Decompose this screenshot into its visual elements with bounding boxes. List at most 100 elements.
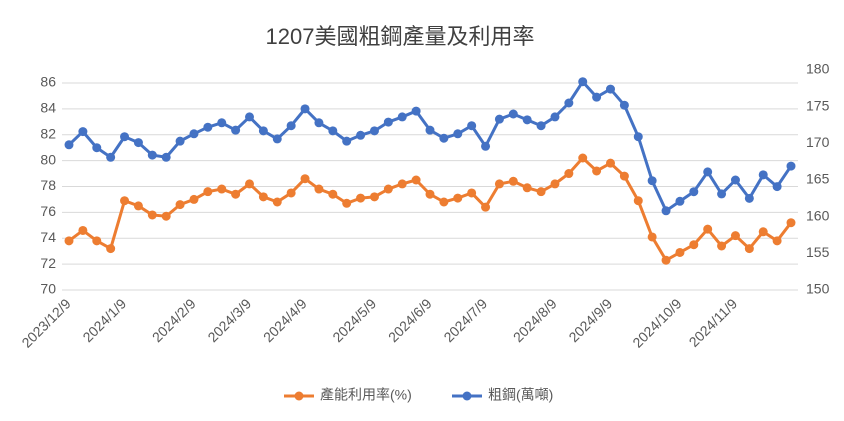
- point: [647, 232, 657, 242]
- point: [314, 118, 324, 128]
- point: [606, 84, 615, 94]
- point: [356, 130, 366, 140]
- y-tick-label: 70: [40, 281, 56, 297]
- point: [633, 132, 643, 142]
- y-tick-label: 74: [40, 229, 56, 245]
- point: [717, 241, 727, 251]
- point: [120, 132, 130, 142]
- point: [64, 236, 74, 246]
- point: [661, 255, 671, 265]
- point: [300, 174, 310, 184]
- point: [203, 122, 213, 132]
- point: [647, 176, 657, 186]
- x-tick-label: 2023/12/9: [18, 295, 74, 351]
- point: [578, 77, 588, 87]
- point: [120, 196, 130, 206]
- point: [92, 143, 102, 153]
- x-tick-label: 2024/1/9: [79, 295, 129, 345]
- point: [78, 225, 88, 235]
- point: [328, 189, 338, 199]
- y2-tick-label: 165: [806, 171, 830, 187]
- point: [744, 244, 754, 254]
- point: [342, 136, 352, 146]
- y-tick-label: 86: [40, 74, 56, 90]
- point: [578, 153, 588, 163]
- y2-tick-label: 180: [806, 61, 830, 77]
- chart-title: 1207美國粗鋼產量及利用率: [266, 24, 535, 49]
- point: [592, 92, 602, 102]
- point: [744, 193, 754, 203]
- point: [564, 169, 574, 179]
- point: [564, 98, 574, 108]
- point: [411, 175, 421, 185]
- y-tick-label: 72: [40, 255, 56, 271]
- point: [383, 184, 393, 194]
- point: [439, 197, 449, 207]
- point: [258, 126, 268, 136]
- y-tick-label: 80: [40, 151, 56, 167]
- point: [522, 183, 532, 193]
- x-tick-label: 2024/11/9: [686, 295, 741, 350]
- point: [342, 198, 352, 208]
- point: [300, 104, 310, 114]
- point: [606, 158, 615, 168]
- y-tick-label: 76: [40, 203, 56, 219]
- point: [772, 236, 782, 246]
- point: [189, 194, 199, 204]
- x-tick-label: 2024/7/9: [440, 295, 490, 345]
- point: [78, 127, 88, 137]
- point: [619, 100, 629, 110]
- point: [536, 121, 546, 131]
- point: [369, 126, 379, 136]
- point: [453, 129, 463, 139]
- point: [175, 136, 185, 146]
- y-tick-label: 82: [40, 125, 56, 141]
- point: [661, 206, 671, 216]
- x-tick-label: 2024/5/9: [329, 295, 379, 345]
- point: [286, 188, 296, 198]
- point: [397, 179, 407, 189]
- x-tick-label: 2024/9/9: [565, 295, 615, 345]
- x-tick-label: 2024/3/9: [204, 295, 254, 345]
- legend-marker: [462, 391, 472, 401]
- x-tick-label: 2024/6/9: [385, 295, 435, 345]
- point: [356, 193, 366, 203]
- point: [425, 189, 435, 199]
- point: [439, 133, 449, 143]
- point: [786, 218, 796, 228]
- point: [633, 196, 643, 206]
- point: [467, 188, 477, 198]
- point: [508, 176, 518, 186]
- y2-tick-label: 160: [806, 207, 830, 223]
- legend-item: 產能利用率(%): [284, 387, 412, 403]
- y2-tick-label: 175: [806, 97, 830, 113]
- y-tick-label: 78: [40, 177, 56, 193]
- point: [550, 112, 560, 122]
- x-tick-label: 2024/10/9: [629, 295, 685, 351]
- point: [786, 161, 796, 171]
- y2-tick-label: 155: [806, 244, 830, 260]
- point: [703, 167, 713, 177]
- point: [675, 247, 685, 257]
- point: [161, 211, 171, 221]
- point: [383, 117, 393, 127]
- point: [397, 112, 407, 122]
- point: [772, 182, 782, 192]
- x-tick-label: 2024/4/9: [260, 295, 310, 345]
- point: [203, 187, 213, 197]
- point: [217, 118, 227, 128]
- point: [619, 171, 629, 181]
- point: [689, 240, 699, 250]
- point: [258, 192, 268, 202]
- point: [689, 187, 699, 197]
- point: [758, 170, 768, 180]
- point: [592, 166, 602, 176]
- point: [106, 244, 116, 254]
- point: [231, 125, 241, 135]
- x-tick-label: 2024/2/9: [149, 295, 199, 345]
- point: [328, 126, 338, 136]
- point: [758, 227, 768, 237]
- y-tick-label: 84: [40, 100, 56, 116]
- point: [272, 197, 282, 207]
